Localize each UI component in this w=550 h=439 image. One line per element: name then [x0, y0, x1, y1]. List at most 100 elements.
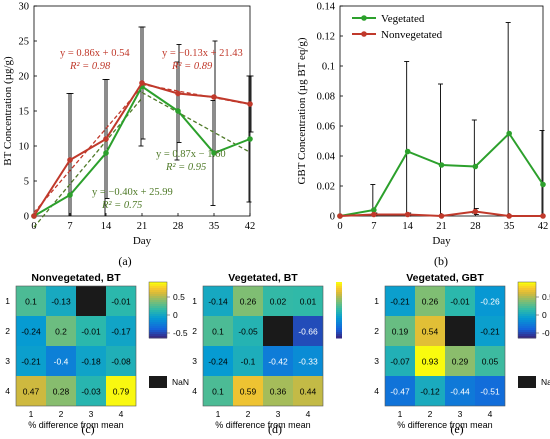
colorbar-segment	[336, 310, 342, 313]
heatmap-cell	[385, 286, 415, 316]
heatmap-cell	[233, 346, 263, 376]
colorbar-segment	[518, 282, 536, 285]
colorbar-segment	[336, 332, 342, 335]
data-point	[404, 211, 411, 218]
colorbar-segment	[518, 310, 536, 313]
y-tick-label: 25	[19, 37, 30, 48]
fit-r-squared: R² = 0.98	[69, 61, 111, 72]
colorbar-frame	[148, 281, 168, 339]
x-tick-label: 42	[245, 221, 256, 232]
colorbar-segment	[336, 282, 342, 285]
panel-label: (d)	[268, 422, 282, 436]
cell-value: -0.03	[81, 387, 101, 397]
y-tick-label: 0.02	[317, 182, 335, 193]
colorbar-segment	[336, 292, 342, 295]
legend-marker	[361, 31, 367, 37]
colorbar-segment	[149, 326, 167, 329]
heatmap-cell	[263, 286, 293, 316]
colorbar-segment	[149, 296, 167, 299]
colorbar-segment	[149, 282, 167, 285]
x-tick-label: 14	[101, 221, 112, 232]
heatmap-cell	[203, 376, 233, 406]
panel-label: (a)	[118, 254, 131, 268]
y-tick-label: 0	[24, 212, 29, 223]
colorbar-segment	[518, 286, 536, 289]
colorbar-segment	[518, 326, 536, 329]
cell-value: -0.12	[420, 387, 440, 397]
colorbar-tick-label: 0.5	[173, 292, 185, 302]
colorbar-segment	[518, 304, 536, 307]
colorbar-segment	[336, 286, 342, 289]
cell-value: 0.1	[25, 297, 37, 307]
colorbar-segment	[518, 336, 536, 339]
heatmap-cell	[106, 316, 136, 346]
col-label: 1	[29, 409, 34, 419]
colorbar-segment	[149, 300, 167, 303]
colorbar-segment	[336, 308, 342, 311]
cell-value: -0.4	[54, 357, 69, 367]
x-axis-label: % difference from mean	[28, 420, 123, 430]
cell-value: -0.26	[480, 297, 500, 307]
data-point	[540, 181, 546, 188]
cell-value: -0.24	[208, 357, 228, 367]
heatmap-cell	[445, 346, 475, 376]
row-label: 4	[5, 386, 10, 396]
heatmap-title: Vegetated, BT	[228, 272, 298, 284]
cell-value: -0.21	[480, 327, 500, 337]
heatmap-cell	[233, 286, 263, 316]
colorbar-segment	[518, 328, 536, 331]
colorbar-segment	[336, 304, 342, 307]
colorbar-tick-label: -0.5	[173, 328, 188, 338]
colorbar-segment	[518, 308, 536, 311]
fit-r-squared: R² = 0.95	[165, 162, 206, 173]
heatmap-frame	[202, 285, 324, 407]
nan-swatch	[518, 376, 536, 388]
data-point	[371, 207, 377, 213]
fit-r-squared: R² = 0.75	[101, 200, 142, 211]
colorbar-segment	[518, 300, 536, 303]
colorbar-segment	[336, 334, 342, 337]
x-tick-label: 14	[402, 221, 413, 232]
heatmap-cell	[293, 346, 323, 376]
colorbar-segment	[518, 320, 536, 323]
colorbar-segment	[149, 308, 167, 311]
cell-value: 0.05	[482, 357, 499, 367]
heatmap-cell	[415, 286, 445, 316]
fit-equation: y = 0.86x + 0.54	[60, 48, 130, 59]
fit-equation: y = −0.40x + 25.99	[92, 187, 173, 198]
cell-value: -0.18	[81, 357, 101, 367]
cell-value: 0.54	[422, 327, 439, 337]
x-tick-label: 35	[504, 221, 515, 232]
data-point	[404, 148, 411, 155]
colorbar-segment	[518, 302, 536, 305]
colorbar-segment	[336, 336, 342, 339]
row-label: 3	[374, 356, 379, 366]
heatmap-cell	[415, 376, 445, 406]
colorbar-segment	[149, 304, 167, 307]
colorbar-segment	[149, 310, 167, 313]
col-label: 4	[488, 409, 493, 419]
y-tick-label: 0.04	[317, 152, 336, 163]
y-axis-label: GBT Concentration (µg BT eq/g)	[296, 37, 308, 184]
chart-3: Vegetated, BT-0.14 0.26 0.02 0.010.1 -0.05 -0…	[192, 272, 342, 436]
colorbar-segment	[518, 330, 536, 333]
y-tick-label: 0.08	[317, 92, 335, 103]
heatmap-cell	[233, 316, 263, 346]
x-axis-label: Day	[133, 235, 152, 247]
colorbar-segment	[149, 292, 167, 295]
data-point	[438, 162, 445, 168]
heatmap-cell	[475, 376, 505, 406]
cell-value: -0.44	[450, 387, 470, 397]
colorbar-segment	[149, 332, 167, 335]
y-tick-label: 0.14	[317, 2, 336, 13]
cell-value: -0.01	[450, 297, 470, 307]
heatmap-cell	[16, 286, 46, 316]
colorbar-segment	[149, 330, 167, 333]
chart-2: Nonvegetated, BT 0.1 -0.13 -0.01 -0.24 0.2 -0.…	[5, 272, 189, 436]
heatmap-cell	[106, 376, 136, 406]
data-point	[103, 150, 109, 156]
fit-equation: y = −0.13x + 21.43	[162, 48, 243, 59]
data-point	[337, 213, 343, 219]
data-point	[472, 163, 479, 170]
colorbar-segment	[149, 322, 167, 325]
